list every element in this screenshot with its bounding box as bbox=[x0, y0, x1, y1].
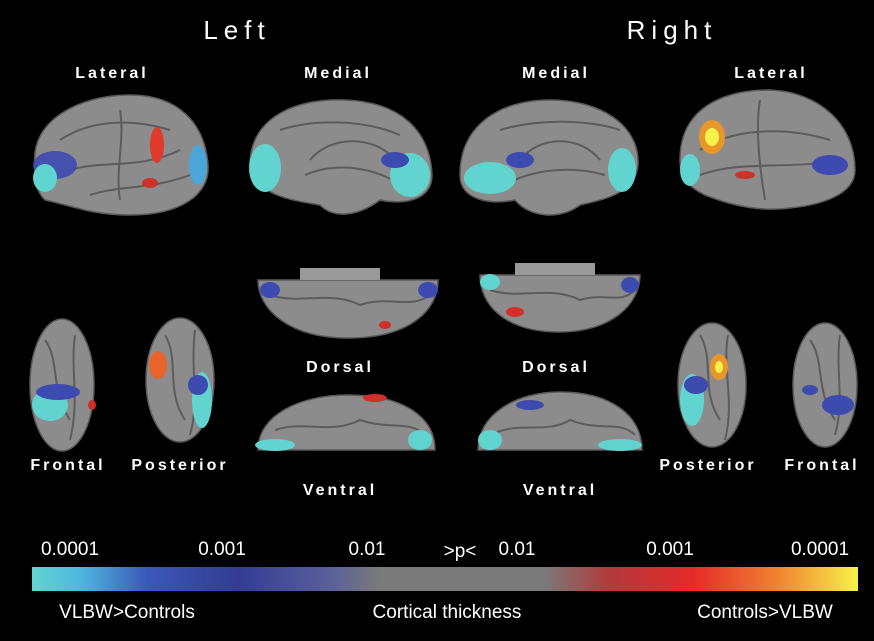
view-label: Ventral bbox=[303, 482, 377, 499]
brain-right-ventral bbox=[477, 391, 643, 451]
colorbar-tick-label: 0.01 bbox=[499, 539, 536, 560]
colorbar-caption: Cortical thickness bbox=[373, 602, 522, 623]
colorbar-caption: Controls>VLBW bbox=[697, 602, 833, 623]
colorbar-tick-label: >p< bbox=[444, 541, 477, 562]
brain-left-medial bbox=[249, 99, 433, 215]
hemisphere-title: Left bbox=[203, 15, 270, 45]
view-label: Frontal bbox=[30, 457, 105, 474]
brain-left-frontal bbox=[29, 318, 96, 452]
view-label: Frontal bbox=[784, 457, 859, 474]
colorbar-tick-label: 0.001 bbox=[646, 539, 694, 560]
colorbar-tick-label: 0.0001 bbox=[791, 539, 849, 560]
view-label: Lateral bbox=[75, 65, 148, 82]
brain-right-lateral bbox=[679, 89, 856, 210]
brain-right-frontal bbox=[792, 322, 858, 448]
brain-right-dorsal bbox=[479, 263, 641, 333]
brain-left-dorsal bbox=[257, 268, 439, 339]
colorbar-tick-label: 0.0001 bbox=[41, 539, 99, 560]
colorbar-tick-label: 0.001 bbox=[198, 539, 246, 560]
view-label: Lateral bbox=[734, 65, 807, 82]
view-label: Dorsal bbox=[306, 359, 374, 376]
view-label: Ventral bbox=[523, 482, 597, 499]
hemisphere-title: Right bbox=[627, 15, 718, 45]
view-label: Posterior bbox=[131, 457, 228, 474]
view-label: Posterior bbox=[659, 457, 756, 474]
view-label: Medial bbox=[522, 65, 590, 82]
view-label: Dorsal bbox=[522, 359, 590, 376]
colorbar-caption: VLBW>Controls bbox=[59, 602, 195, 623]
brain-left-ventral bbox=[255, 394, 436, 451]
colorbar bbox=[32, 567, 858, 591]
brain-right-posterior bbox=[677, 322, 747, 448]
colorbar-tick-label: 0.01 bbox=[349, 539, 386, 560]
brain-right-medial bbox=[459, 99, 639, 216]
brain-left-lateral bbox=[33, 94, 209, 216]
brain-left-posterior bbox=[145, 317, 215, 443]
view-label: Medial bbox=[304, 65, 372, 82]
